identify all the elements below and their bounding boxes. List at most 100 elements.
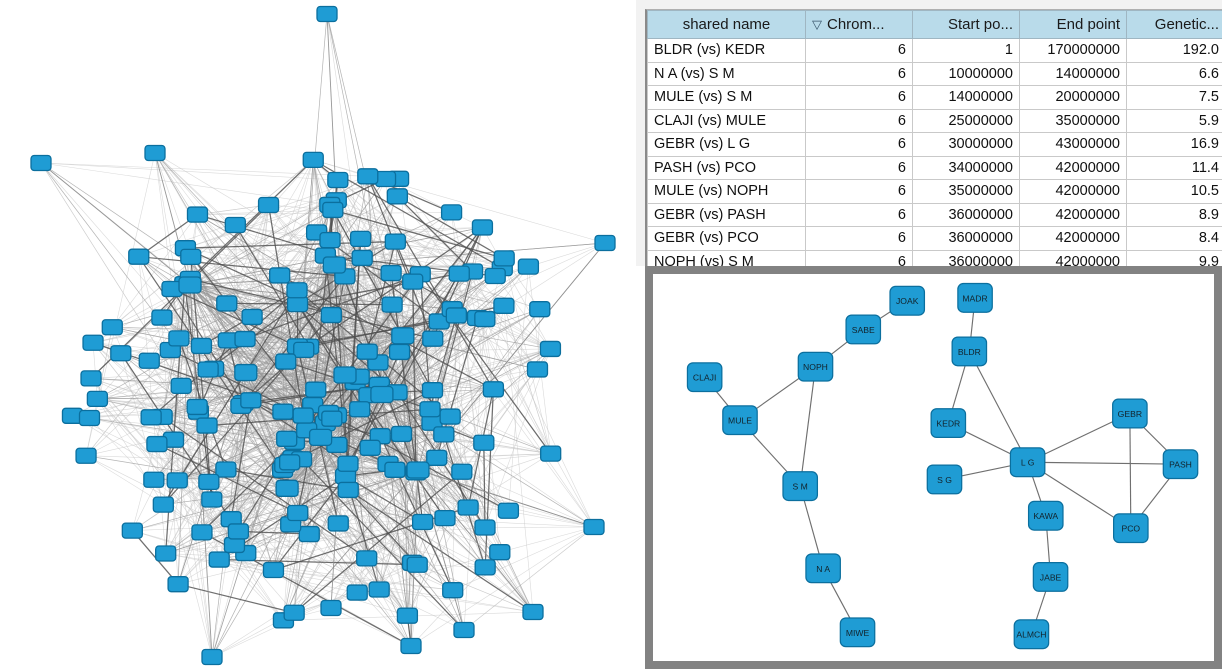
cell-shared_name[interactable]: NOPH (vs) S M <box>647 249 806 266</box>
graph-node[interactable]: MADR <box>957 282 993 313</box>
graph-edge[interactable] <box>410 567 486 647</box>
graph-node[interactable] <box>439 408 461 425</box>
node-shape[interactable] <box>346 584 368 601</box>
graph-edge[interactable] <box>528 266 551 454</box>
node-shape[interactable] <box>319 231 341 249</box>
node-shape[interactable] <box>451 463 473 480</box>
node-shape[interactable] <box>482 381 505 398</box>
graph-edge[interactable] <box>334 264 433 391</box>
graph-edge[interactable] <box>366 281 413 352</box>
graph-edge[interactable] <box>381 308 540 395</box>
graph-edge[interactable] <box>178 264 335 339</box>
node-shape[interactable] <box>396 607 419 624</box>
graph-edge[interactable] <box>334 242 606 266</box>
graph-edge[interactable] <box>407 348 551 616</box>
graph-edge[interactable] <box>244 273 421 340</box>
node-shape[interactable] <box>82 334 104 351</box>
node-shape[interactable] <box>302 151 324 169</box>
graph-node[interactable] <box>240 392 262 409</box>
node-shape[interactable] <box>473 434 495 451</box>
node-shape[interactable] <box>381 296 403 313</box>
node-shape[interactable] <box>797 351 834 382</box>
graph-node[interactable] <box>223 536 246 554</box>
node-shape[interactable] <box>421 382 444 399</box>
cell-end_point[interactable]: 170000000 <box>1019 38 1127 63</box>
graph-node[interactable] <box>198 473 220 490</box>
graph-edge[interactable] <box>484 526 595 528</box>
node-shape[interactable] <box>540 445 562 462</box>
cell-end_point[interactable]: 42000000 <box>1019 202 1127 227</box>
table-row[interactable]: GEBR (vs) PCO 6 36000000 42000000 8.4 <box>647 226 1222 251</box>
graph-edge[interactable] <box>293 469 419 613</box>
graph-edge[interactable] <box>499 526 595 553</box>
node-shape[interactable] <box>216 295 238 312</box>
node-shape[interactable] <box>839 617 876 648</box>
node-shape[interactable] <box>215 461 237 478</box>
node-shape[interactable] <box>926 464 963 495</box>
node-shape[interactable] <box>411 513 434 531</box>
node-shape[interactable] <box>453 621 475 639</box>
graph-node[interactable] <box>484 267 506 285</box>
graph-edge[interactable] <box>297 303 446 519</box>
graph-edge[interactable] <box>161 159 314 418</box>
cell-start_point[interactable]: 35000000 <box>912 179 1020 204</box>
graph-edge[interactable] <box>968 351 1029 463</box>
node-shape[interactable] <box>493 297 515 314</box>
graph-node[interactable]: S G <box>926 464 963 495</box>
node-shape[interactable] <box>422 330 444 347</box>
cell-start_point[interactable]: 36000000 <box>912 226 1020 251</box>
graph-node[interactable]: ALMCH <box>1013 619 1050 650</box>
table-row[interactable]: NOPH (vs) S M 6 36000000 42000000 9.9 <box>647 249 1222 266</box>
graph-edge[interactable] <box>285 226 483 363</box>
graph-node[interactable] <box>594 234 616 252</box>
graph-edge[interactable] <box>449 416 486 568</box>
graph-edge[interactable] <box>267 204 304 416</box>
graph-edge[interactable] <box>313 159 606 244</box>
cell-end_point[interactable]: 42000000 <box>1019 249 1127 266</box>
node-shape[interactable] <box>384 233 406 250</box>
graph-node[interactable] <box>197 361 219 378</box>
graph-edge[interactable] <box>1129 413 1132 529</box>
graph-node[interactable] <box>451 463 473 480</box>
graph-edge[interactable] <box>40 162 338 181</box>
graph-edge[interactable] <box>72 415 178 481</box>
node-shape[interactable] <box>146 435 168 453</box>
node-shape[interactable] <box>539 340 562 358</box>
graph-node[interactable] <box>80 370 102 387</box>
node-shape[interactable] <box>208 551 230 568</box>
node-shape[interactable] <box>190 337 213 355</box>
graph-edge[interactable] <box>154 152 326 256</box>
node-shape[interactable] <box>434 510 456 527</box>
node-shape[interactable] <box>471 219 494 236</box>
node-shape[interactable] <box>1162 449 1199 480</box>
graph-node[interactable] <box>327 171 349 189</box>
graph-edge[interactable] <box>171 288 298 347</box>
graph-edge[interactable] <box>452 526 595 591</box>
node-shape[interactable] <box>442 582 464 599</box>
node-shape[interactable] <box>168 330 190 347</box>
graph-edge[interactable] <box>90 378 203 533</box>
node-shape[interactable] <box>316 5 338 23</box>
graph-edge[interactable] <box>85 345 202 456</box>
table-row[interactable]: BLDR (vs) KEDR 6 1 170000000 192.0 <box>647 38 1222 63</box>
graph-edge[interactable] <box>417 469 465 631</box>
graph-edge[interactable] <box>231 518 380 590</box>
graph-node[interactable]: L G <box>1009 447 1046 478</box>
graph-node[interactable] <box>402 273 424 290</box>
node-shape[interactable] <box>283 604 305 621</box>
graph-node[interactable] <box>448 265 470 282</box>
graph-edge[interactable] <box>184 284 213 500</box>
graph-node[interactable]: KEDR <box>930 408 967 439</box>
node-shape[interactable] <box>287 504 309 522</box>
node-shape[interactable] <box>440 204 463 221</box>
node-shape[interactable] <box>198 473 220 490</box>
graph-node[interactable] <box>434 510 456 527</box>
graph-edge[interactable] <box>286 348 551 489</box>
node-shape[interactable] <box>78 409 101 427</box>
node-shape[interactable] <box>144 144 166 162</box>
graph-edge[interactable] <box>313 159 551 350</box>
graph-edge[interactable] <box>138 256 345 278</box>
node-shape[interactable] <box>782 471 819 502</box>
graph-node[interactable] <box>293 341 315 359</box>
cell-start_point[interactable]: 34000000 <box>912 155 1020 180</box>
